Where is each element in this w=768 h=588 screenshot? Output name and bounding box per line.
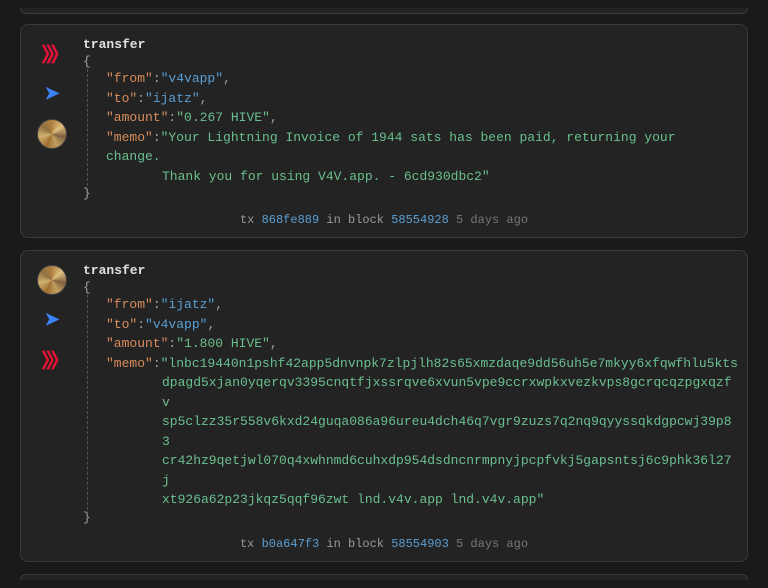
tx-id-link[interactable]: 868fe889 — [262, 213, 320, 227]
json-field-memo: "memo":"Your Lightning Invoice of 1944 s… — [106, 128, 733, 167]
json-close-brace: } — [83, 186, 733, 201]
memo-line: sp5clzz35r558v6kxd24guqa086a96ureu4dch46… — [106, 412, 733, 451]
hive-logo-icon — [37, 39, 67, 69]
json-content: transfer { "from":"ijatz", "to":"v4vapp"… — [83, 263, 733, 525]
transaction-card: ➤ transfer { "from":"v4vapp", "to":"ijat… — [20, 24, 748, 238]
next-card-edge — [20, 574, 748, 580]
to-user[interactable]: "ijatz" — [145, 91, 200, 106]
tx-id-link[interactable]: b0a647f3 — [262, 537, 320, 551]
from-user[interactable]: "ijatz" — [161, 297, 216, 312]
block-link[interactable]: 58554928 — [391, 213, 449, 227]
json-field-to: "to":"ijatz", — [106, 89, 733, 109]
operation-name: transfer — [83, 263, 733, 278]
from-user[interactable]: "v4vapp" — [161, 71, 223, 86]
prev-card-edge — [20, 8, 748, 14]
json-field-amount: "amount":"1.800 HIVE", — [106, 334, 733, 354]
json-field-memo: "memo":"lnbc19440n1pshf42app5dnvnpk7zlpj… — [106, 354, 733, 374]
participants-col: ➤ — [35, 263, 69, 525]
json-field-from: "from":"v4vapp", — [106, 69, 733, 89]
json-open-brace: { — [83, 280, 733, 295]
memo-line: Thank you for using V4V.app. - 6cd930dbc… — [106, 167, 733, 187]
participants-col: ➤ — [35, 37, 69, 201]
tx-age: 5 days ago — [456, 537, 528, 551]
transfer-arrow-icon: ➤ — [44, 309, 59, 331]
json-close-brace: } — [83, 510, 733, 525]
json-content: transfer { "from":"v4vapp", "to":"ijatz"… — [83, 37, 733, 201]
user-avatar-icon — [37, 265, 67, 295]
memo-line: xt926a62p23jkqz5qqf96zwt lnd.v4v.app lnd… — [106, 490, 733, 510]
tx-footer: tx b0a647f3 in block 58554903 5 days ago — [21, 531, 747, 561]
tx-age: 5 days ago — [456, 213, 528, 227]
json-field-from: "from":"ijatz", — [106, 295, 733, 315]
transaction-card: ➤ transfer { "from":"ijatz", "to":"v4vap… — [20, 250, 748, 562]
json-field-amount: "amount":"0.267 HIVE", — [106, 108, 733, 128]
block-link[interactable]: 58554903 — [391, 537, 449, 551]
memo-line: dpagd5xjan0yqerqv3395cnqtfjxssrqve6xvun5… — [106, 373, 733, 412]
transfer-arrow-icon: ➤ — [44, 83, 59, 105]
operation-name: transfer — [83, 37, 733, 52]
tx-footer: tx 868fe889 in block 58554928 5 days ago — [21, 207, 747, 237]
json-open-brace: { — [83, 54, 733, 69]
to-user[interactable]: "v4vapp" — [145, 317, 207, 332]
memo-line: cr42hz9qetjwl070q4xwhnmd6cuhxdp954dsdncn… — [106, 451, 733, 490]
user-avatar-icon — [37, 119, 67, 149]
json-field-to: "to":"v4vapp", — [106, 315, 733, 335]
hive-logo-icon — [37, 345, 67, 375]
